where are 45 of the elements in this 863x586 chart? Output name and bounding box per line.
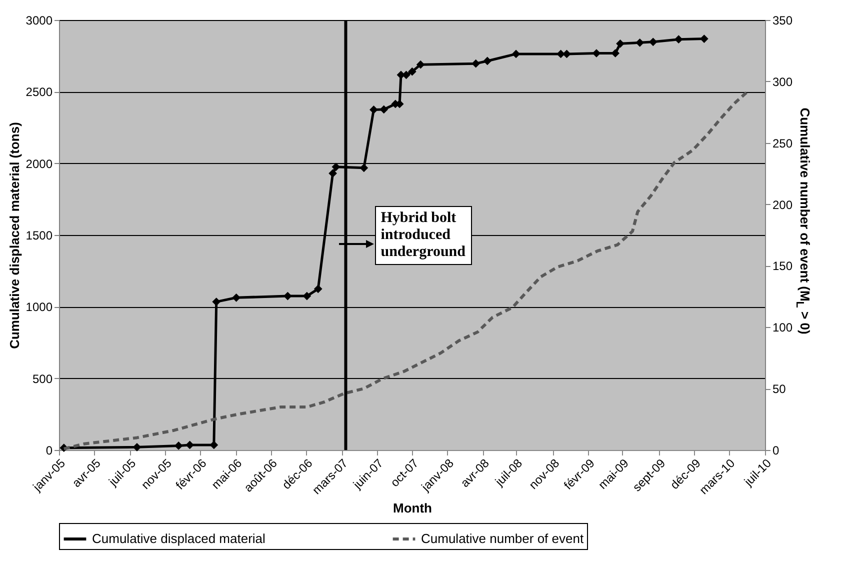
- point: [636, 38, 644, 47]
- point: [616, 39, 624, 48]
- point: [212, 298, 221, 306]
- y2-tick-label: 350: [772, 14, 793, 28]
- point: [284, 292, 292, 300]
- y-tick-label: 3000: [26, 14, 53, 28]
- point: [556, 50, 565, 58]
- point: [648, 38, 658, 46]
- y2-tick-label: 300: [772, 74, 793, 89]
- point: [562, 50, 571, 58]
- y-tick-label: 2500: [26, 85, 53, 100]
- point: [332, 162, 340, 172]
- point: [186, 440, 194, 450]
- y2-tick-label: 250: [772, 136, 793, 150]
- point: [174, 442, 183, 450]
- ref-line-label: Hybrid bolt introduced underground: [374, 206, 472, 265]
- point: [314, 284, 322, 294]
- legend-label: Cumulative displaced material: [92, 531, 266, 546]
- y-axis-title: Cumulative displaced material (tons): [6, 122, 22, 349]
- point: [380, 105, 388, 114]
- legend-label: Cumulative number of event: [421, 531, 584, 546]
- point: [674, 35, 683, 44]
- point: [302, 292, 312, 300]
- point: [360, 164, 368, 172]
- x-axis-title: Month: [393, 500, 432, 516]
- point: [512, 50, 520, 58]
- point: [408, 67, 416, 76]
- y-tick-label: 500: [32, 372, 53, 386]
- y2-tick-label: 50: [772, 382, 786, 396]
- y2-tick-label: 100: [772, 320, 793, 335]
- y2-tick-label: 150: [772, 259, 793, 274]
- y-tick-label: 1000: [26, 300, 53, 314]
- point: [472, 59, 480, 68]
- point: [328, 169, 337, 178]
- y2-tick-label: 200: [772, 198, 793, 212]
- point: [370, 106, 378, 114]
- y-tick-label: 2000: [26, 156, 53, 171]
- point: [132, 442, 142, 452]
- point: [232, 293, 240, 302]
- y-tick-label: 0: [46, 444, 53, 458]
- point: [483, 56, 492, 66]
- point: [210, 440, 218, 450]
- y-tick-label: 1500: [26, 228, 53, 242]
- point: [416, 60, 425, 69]
- y2-tick-label: 0: [772, 444, 780, 458]
